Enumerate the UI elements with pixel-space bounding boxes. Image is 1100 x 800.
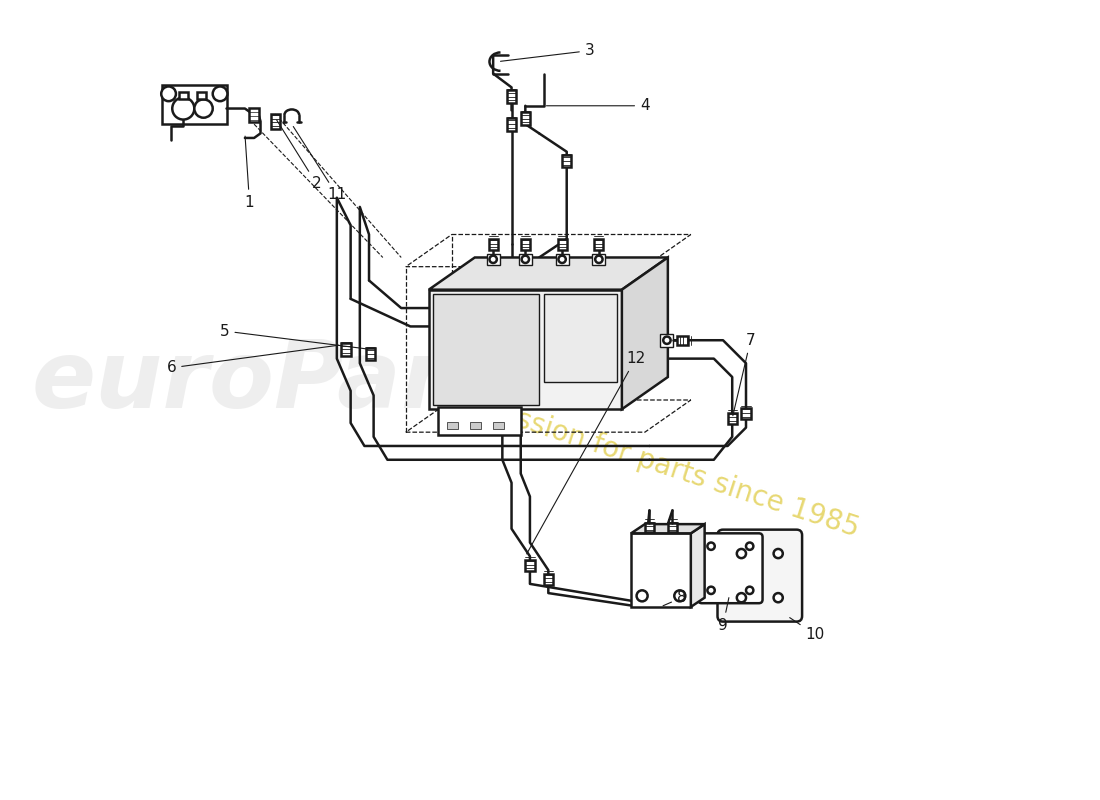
Circle shape: [521, 256, 529, 263]
Bar: [470, 422, 481, 430]
Text: 4: 4: [547, 98, 650, 114]
Bar: [493, 422, 504, 430]
Bar: [448, 422, 459, 430]
Bar: [271, 114, 279, 129]
Bar: [668, 523, 676, 533]
Circle shape: [707, 542, 715, 550]
Bar: [645, 523, 654, 533]
Bar: [741, 408, 750, 419]
Circle shape: [195, 99, 212, 118]
Text: 10: 10: [790, 618, 825, 642]
Text: 8: 8: [663, 590, 686, 606]
Circle shape: [746, 586, 754, 594]
Circle shape: [173, 98, 195, 119]
Circle shape: [674, 590, 685, 602]
Circle shape: [737, 593, 746, 602]
Bar: [486, 254, 499, 265]
Circle shape: [737, 549, 746, 558]
Circle shape: [559, 256, 565, 263]
Bar: [558, 239, 566, 250]
Polygon shape: [543, 294, 617, 382]
FancyBboxPatch shape: [717, 530, 802, 622]
Circle shape: [637, 590, 648, 602]
Text: 6: 6: [166, 346, 339, 375]
Text: 9: 9: [718, 598, 729, 633]
Bar: [594, 239, 604, 250]
Polygon shape: [433, 294, 539, 405]
Text: 1: 1: [244, 136, 254, 210]
Text: euroPares: euroPares: [32, 336, 569, 428]
Bar: [727, 413, 737, 424]
Bar: [593, 254, 605, 265]
Polygon shape: [429, 290, 621, 409]
Text: 2: 2: [277, 120, 321, 191]
Bar: [366, 347, 375, 361]
Circle shape: [746, 542, 754, 550]
Bar: [197, 92, 207, 99]
Bar: [507, 90, 516, 103]
FancyBboxPatch shape: [698, 534, 762, 603]
Text: 5: 5: [220, 323, 368, 349]
Circle shape: [162, 86, 176, 101]
Bar: [526, 560, 535, 571]
Polygon shape: [631, 534, 691, 607]
Circle shape: [595, 256, 603, 263]
Polygon shape: [162, 85, 227, 124]
Text: 11: 11: [294, 126, 346, 202]
Bar: [562, 154, 571, 167]
Bar: [520, 239, 530, 250]
Text: 3: 3: [500, 43, 595, 62]
Bar: [543, 574, 553, 585]
Circle shape: [773, 549, 783, 558]
Text: 7: 7: [733, 333, 756, 416]
Polygon shape: [691, 524, 705, 607]
Bar: [178, 92, 188, 99]
Circle shape: [773, 593, 783, 602]
Bar: [488, 239, 497, 250]
Bar: [660, 334, 673, 346]
Bar: [507, 118, 516, 130]
Bar: [250, 108, 258, 122]
Bar: [520, 112, 530, 125]
Circle shape: [663, 337, 671, 344]
Polygon shape: [631, 524, 705, 534]
Polygon shape: [429, 258, 668, 290]
Circle shape: [707, 586, 715, 594]
Text: a passion for parts since 1985: a passion for parts since 1985: [454, 386, 862, 542]
Polygon shape: [438, 407, 520, 435]
Circle shape: [212, 86, 228, 101]
Bar: [676, 336, 689, 345]
Circle shape: [490, 256, 497, 263]
Bar: [556, 254, 569, 265]
Bar: [519, 254, 531, 265]
Bar: [341, 343, 351, 356]
Text: 12: 12: [527, 351, 646, 554]
Polygon shape: [621, 258, 668, 409]
